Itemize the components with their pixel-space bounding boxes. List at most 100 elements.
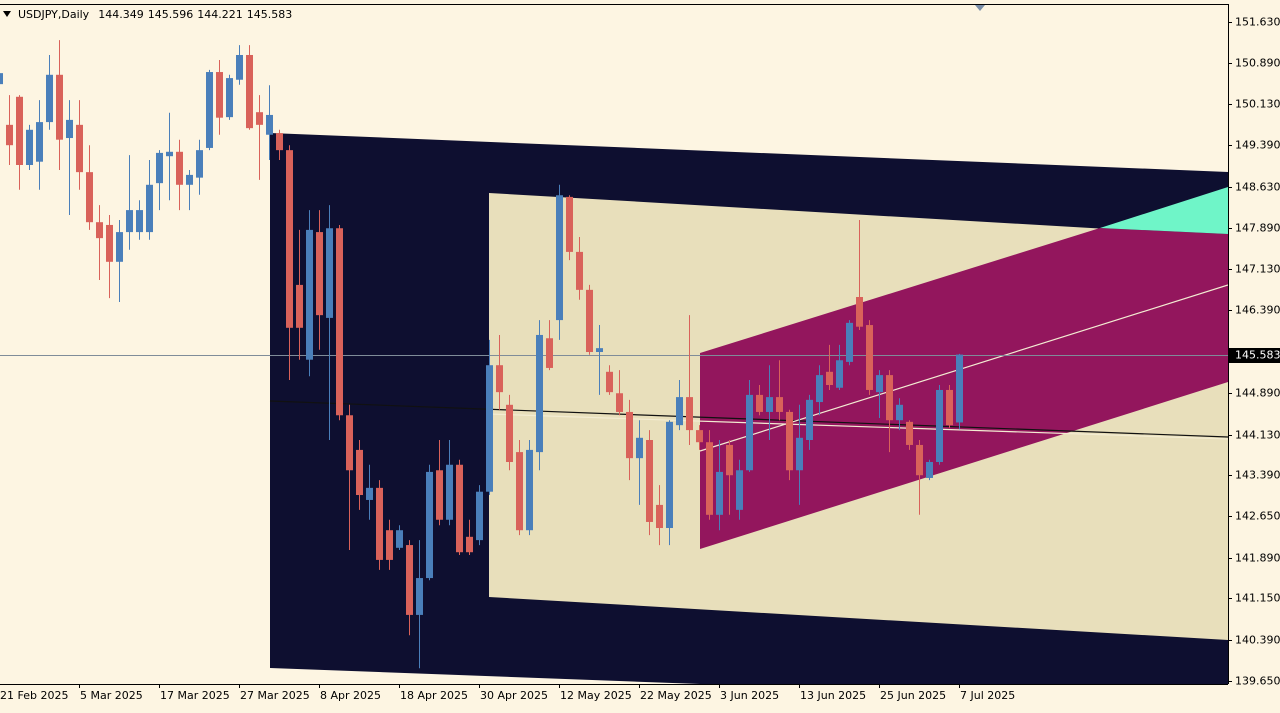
current-price-box (1229, 348, 1280, 363)
candle-body (66, 119, 73, 139)
candle-body (446, 464, 453, 520)
candle-body (626, 411, 633, 459)
candle-body (396, 530, 403, 548)
candle-body (486, 365, 493, 492)
candle-body (46, 74, 53, 123)
candle-body (0, 73, 3, 85)
shift-marker (975, 5, 985, 11)
x-tick-label: 3 Jun 2025 (720, 689, 779, 702)
candle-body (36, 122, 43, 162)
x-tick-label: 30 Apr 2025 (480, 689, 548, 702)
candle-body (266, 114, 273, 135)
y-tick-label: 144.890 (1235, 387, 1280, 400)
y-tick-label: 142.650 (1235, 510, 1280, 523)
candle-body (386, 530, 393, 560)
candle-body (16, 96, 23, 165)
y-tick-label: 141.890 (1235, 552, 1280, 565)
candle-body (726, 444, 733, 476)
candle-body (186, 174, 193, 185)
candle-body (746, 394, 753, 471)
candle-body (596, 348, 603, 353)
candle-body (406, 545, 413, 615)
candles (0, 40, 963, 669)
y-tick-label: 147.130 (1235, 263, 1280, 276)
x-tick-label: 22 May 2025 (640, 689, 712, 702)
candle-body (176, 151, 183, 185)
candle-body (226, 78, 233, 118)
candle-body (436, 470, 443, 520)
y-tick-label: 144.130 (1235, 429, 1280, 442)
candle-body (876, 375, 883, 393)
candle-body (546, 338, 553, 368)
candle-body (906, 421, 913, 445)
x-tick-label: 13 Jun 2025 (800, 689, 866, 702)
x-tick-label: 18 Apr 2025 (400, 689, 468, 702)
candle-body (606, 371, 613, 393)
candle-body (946, 389, 953, 426)
candle-body (756, 394, 763, 412)
candle-body (926, 462, 933, 478)
y-tick-label: 150.890 (1235, 57, 1280, 70)
candle-body (816, 375, 823, 403)
header-low: 144.221 (197, 8, 243, 21)
header-open: 144.349 (98, 8, 144, 21)
candle-body (296, 284, 303, 328)
candle-body (956, 354, 963, 423)
candle-body (636, 437, 643, 459)
candle-body (716, 471, 723, 515)
y-tick-label: 150.130 (1235, 98, 1280, 111)
current-price-label: 145.583 (1235, 349, 1280, 362)
candle-body (126, 210, 133, 233)
y-tick-label: 146.390 (1235, 304, 1280, 317)
candle-body (286, 150, 293, 328)
candle-body (316, 232, 323, 316)
y-tick-label: 139.650 (1235, 675, 1280, 688)
header-close: 145.583 (247, 8, 293, 21)
candle-body (666, 421, 673, 529)
candle-body (866, 325, 873, 390)
candle-body (506, 404, 513, 463)
candle-body (416, 578, 423, 615)
x-tick-label: 17 Mar 2025 (160, 689, 230, 702)
header-high: 145.596 (148, 8, 194, 21)
candle-body (886, 375, 893, 421)
y-tick-label: 149.390 (1235, 139, 1280, 152)
candle-body (646, 440, 653, 522)
middle-midline (488, 413, 1228, 440)
candle-body (466, 536, 473, 553)
candle-body (836, 360, 843, 388)
candle-body (696, 430, 703, 443)
candle-body (736, 470, 743, 510)
y-tick-label: 140.390 (1235, 634, 1280, 647)
candle-body (306, 229, 313, 360)
symbol-menu-icon (3, 11, 11, 17)
candle-body (476, 491, 483, 541)
y-tick-label: 143.390 (1235, 469, 1280, 482)
candle-body (336, 228, 343, 416)
candle-body (356, 449, 363, 496)
candle-body (156, 152, 163, 184)
candle-body (136, 210, 143, 233)
candle-body (806, 399, 813, 441)
candle-body (556, 195, 563, 321)
y-tick-label: 141.150 (1235, 592, 1280, 605)
candle-body (326, 228, 333, 318)
channel-overlap (1100, 187, 1228, 234)
candle-body (6, 124, 13, 146)
candle-body (916, 444, 923, 476)
candle-body (616, 393, 623, 412)
chart-header: USDJPY,Daily 144.349 145.596 144.221 145.583 (18, 8, 292, 21)
candle-body (106, 224, 113, 262)
candle-body (76, 124, 83, 173)
y-tick-label: 151.630 (1235, 16, 1280, 29)
candle-body (676, 397, 683, 426)
candle-body (26, 129, 33, 165)
candle-body (766, 397, 773, 412)
candle-body (706, 442, 713, 515)
x-tick-label: 7 Jul 2025 (960, 689, 1015, 702)
candle-body (86, 172, 93, 223)
y-tick-label: 148.630 (1235, 181, 1280, 194)
candle-body (236, 54, 243, 80)
